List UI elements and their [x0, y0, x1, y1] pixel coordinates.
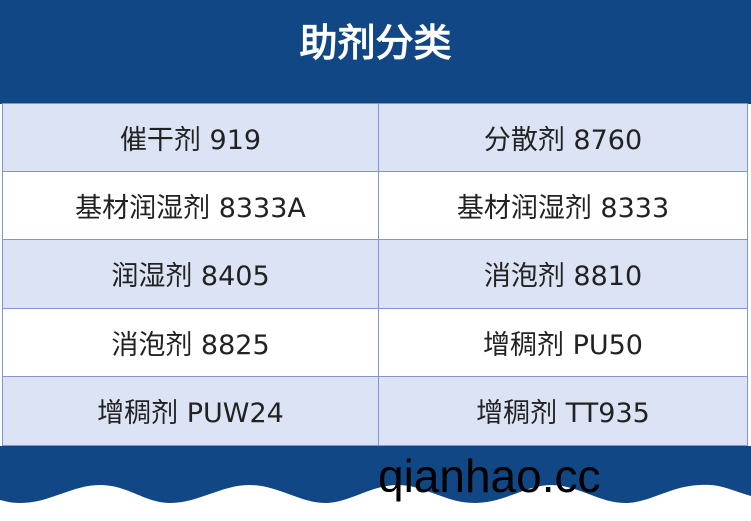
wave-footer [0, 446, 751, 503]
table-cell: 基材润湿剂 8333 [379, 172, 747, 241]
table-cell: 催干剂 919 [3, 104, 379, 173]
table-cell: 增稠剂 PUW24 [3, 376, 379, 445]
header-banner: 助剂分类 [0, 0, 751, 104]
table-cell: 增稠剂 PU50 [379, 308, 747, 377]
additive-table: 催干剂 919 分散剂 8760 基材润湿剂 8333A 基材润湿剂 8333 … [2, 103, 748, 446]
table-cell: 消泡剂 8825 [3, 308, 379, 377]
table-cell: 基材润湿剂 8333A [3, 172, 379, 241]
table-cell: 消泡剂 8810 [379, 240, 747, 309]
wave-shape [0, 446, 751, 503]
table-cell: 增稠剂 TT935 [379, 376, 747, 445]
table-cell: 分散剂 8760 [379, 104, 747, 173]
table-cell: 润湿剂 8405 [3, 240, 379, 309]
watermark: qianhao.cc [378, 450, 601, 502]
page-title: 助剂分类 [299, 21, 452, 65]
